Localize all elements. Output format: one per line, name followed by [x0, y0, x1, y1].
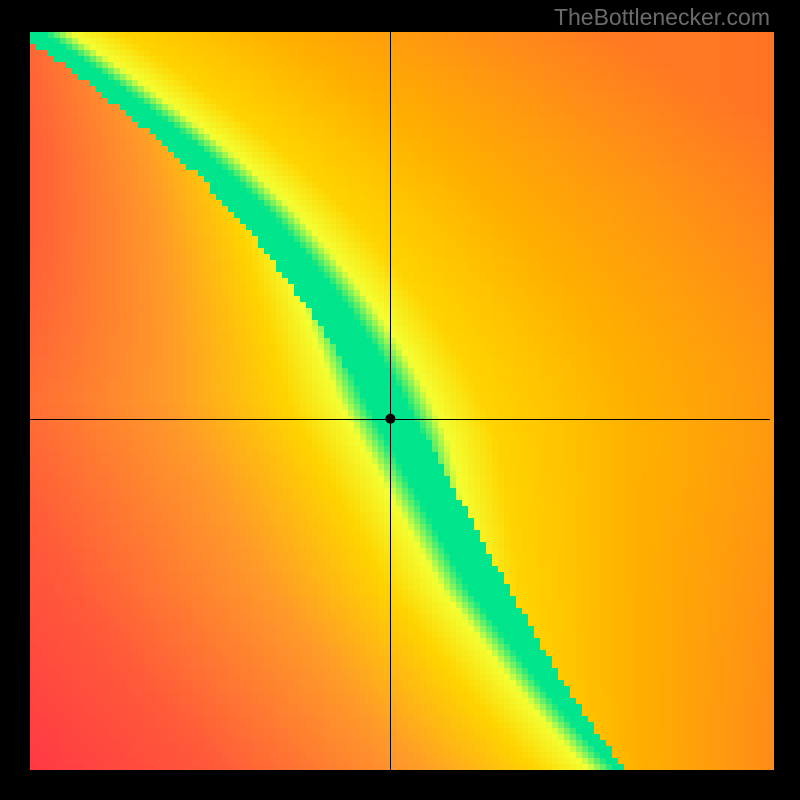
bottleneck-heatmap: [0, 0, 800, 800]
watermark-text: TheBottlenecker.com: [554, 4, 770, 31]
